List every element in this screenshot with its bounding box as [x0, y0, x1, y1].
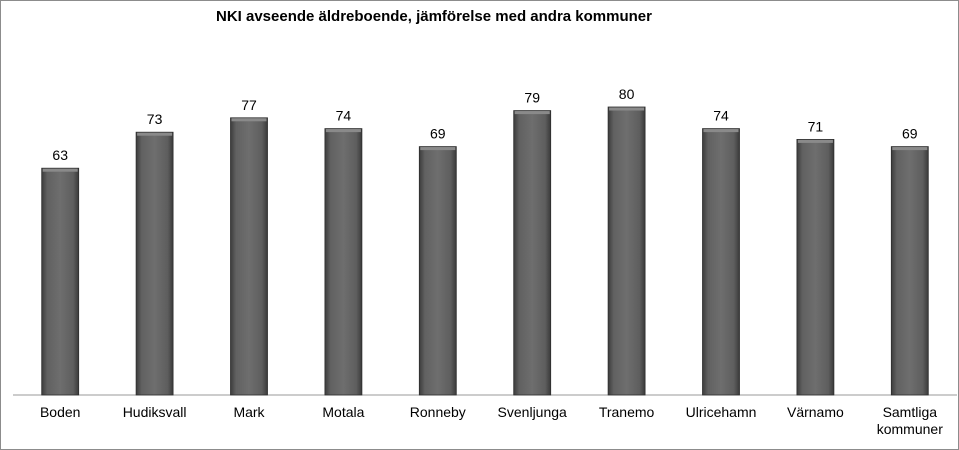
bar-cap — [514, 111, 550, 115]
bar-cap — [231, 118, 267, 122]
bar-boden — [41, 167, 80, 396]
bar-cap — [325, 129, 361, 133]
bar-svenljunga — [513, 110, 552, 396]
bar-tranemo — [607, 106, 646, 396]
data-label: 63 — [52, 147, 68, 163]
bar-värnamo — [796, 138, 835, 396]
bar-ulricehamn — [702, 128, 740, 396]
bar-cap — [42, 168, 78, 172]
chart-title: NKI avseende äldreboende, jämförelse med… — [216, 8, 652, 25]
bar-motala — [324, 128, 363, 396]
category-label: Samtliga kommuner — [877, 404, 943, 437]
bar-ronneby — [418, 146, 457, 396]
data-label: 74 — [713, 108, 729, 124]
category-label: Motala — [322, 404, 364, 420]
bar-cap — [892, 147, 928, 151]
category-label: Ulricehamn — [686, 404, 757, 420]
bar-hudiksvall — [135, 131, 174, 396]
data-label: 74 — [336, 108, 352, 124]
data-label: 71 — [808, 118, 824, 134]
category-label: Ronneby — [410, 404, 466, 420]
bar-cap — [797, 139, 833, 143]
category-label: Hudiksvall — [123, 404, 187, 420]
data-label: 79 — [524, 90, 540, 106]
bar-cap — [137, 132, 173, 136]
data-label: 77 — [241, 97, 257, 113]
bar-mark — [230, 117, 268, 396]
bar-cap — [609, 107, 645, 111]
category-label: Värnamo — [787, 404, 844, 420]
category-label: Svenljunga — [498, 404, 567, 420]
bar-cap — [703, 129, 739, 133]
bar-cap — [420, 147, 456, 151]
category-label: Tranemo — [599, 404, 655, 420]
category-label: Mark — [233, 404, 265, 420]
data-label: 69 — [902, 126, 918, 142]
category-label: Boden — [40, 404, 80, 420]
bar-samtliga-kommuner — [890, 146, 929, 396]
data-label: 80 — [619, 86, 635, 102]
data-label: 69 — [430, 126, 446, 142]
data-label: 73 — [147, 111, 163, 127]
